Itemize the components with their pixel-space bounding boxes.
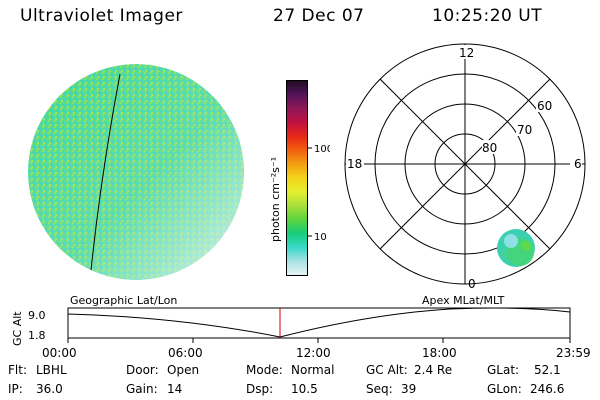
mlt-label-18: 18 <box>347 157 362 171</box>
date-label: 27 Dec 07 <box>273 6 365 26</box>
colorbar-tick-10: 10 <box>314 232 327 243</box>
mlt-label-6: 6 <box>574 157 582 171</box>
timeline-x-tick-1200: 12:00 <box>296 346 331 360</box>
timeline-x-tick-0000: 00:00 <box>42 346 77 360</box>
mlat-label-80: 80 <box>482 141 497 155</box>
timeline-x-tick-0600: 06:00 <box>168 346 203 360</box>
polar-diagonal-2 <box>379 78 551 250</box>
mlt-label-0: 0 <box>468 277 476 291</box>
gain-value: 14 <box>167 382 183 396</box>
instrument-title: Ultraviolet Imager <box>20 6 183 26</box>
glon-value: 246.6 <box>530 382 565 396</box>
timeline-y-tick-1-8: 1.8 <box>28 329 46 342</box>
timeline-x-tick-1800: 18:00 <box>422 346 457 360</box>
colorbar <box>286 80 308 276</box>
gc-alt-label: GC Alt: <box>366 363 408 377</box>
flt-value: LBHL <box>36 363 67 377</box>
colorbar-axis: 100 10 photon cm⁻²s⁻¹ <box>269 144 330 243</box>
seq-label: Seq: <box>366 382 393 396</box>
timeline-y-axis-label: GC Alt <box>11 311 24 346</box>
altitude-curve <box>67 307 571 338</box>
mlat-label-60: 60 <box>537 99 552 113</box>
gc-alt-value: 2.4 Re <box>414 363 453 377</box>
timeline-x-tick-2359: 23:59 <box>556 346 591 360</box>
flt-label: Flt: <box>8 363 27 377</box>
mode-value: Normal <box>291 363 335 377</box>
mlat-label-70: 70 <box>517 123 532 137</box>
colorbar-tick-100: 100 <box>314 144 330 155</box>
dsp-label: Dsp: <box>246 382 274 396</box>
timeline-frame <box>67 307 571 339</box>
earth-uv-image <box>28 64 244 280</box>
ip-label: IP: <box>8 382 23 396</box>
timeline-left-title: Geographic Lat/Lon <box>70 294 177 307</box>
auroral-patch <box>497 229 535 267</box>
door-label: Door: <box>126 363 159 377</box>
colorbar-units-label: photon cm⁻²s⁻¹ <box>269 157 282 242</box>
orbit-timeline: Geographic Lat/Lon Apex MLat/MLT GC Alt … <box>11 294 591 360</box>
ip-value: 36.0 <box>36 382 63 396</box>
gain-label: Gain: <box>126 382 158 396</box>
door-value: Open <box>167 363 200 377</box>
polar-mlt-plot: 12 18 6 0 60 70 80 <box>344 43 586 291</box>
glat-label: GLat: <box>487 363 520 377</box>
seq-value: 39 <box>401 382 417 396</box>
timeline-right-title: Apex MLat/MLT <box>422 294 505 307</box>
terminator-line <box>89 73 121 280</box>
mode-label: Mode: <box>246 363 283 377</box>
time-label: 10:25:20 UT <box>432 6 543 26</box>
mlt-label-12: 12 <box>459 46 474 60</box>
glon-label: GLon: <box>487 382 522 396</box>
glat-value: 52.1 <box>534 363 561 377</box>
dsp-value: 10.5 <box>291 382 318 396</box>
timeline-y-tick-9: 9.0 <box>28 309 46 322</box>
